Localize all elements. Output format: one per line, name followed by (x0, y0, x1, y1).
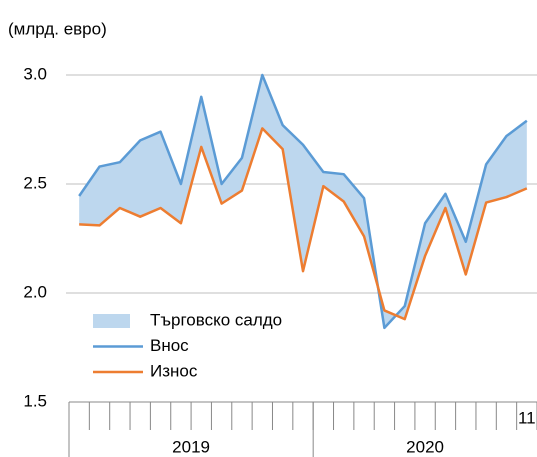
legend-label: Износ (150, 361, 198, 380)
legend-label: Търговско салдо (150, 310, 282, 329)
legend-label: Внос (150, 336, 189, 355)
group-label: 2019 (172, 437, 210, 456)
y-tick-label: 3.0 (23, 64, 47, 83)
line-series (79, 127, 528, 321)
y-tick-label: 1.5 (23, 391, 47, 410)
line-series (78, 73, 528, 330)
y-axis-label: (млрд. евро) (8, 19, 107, 38)
x-tick-label: 11 (518, 408, 536, 427)
legend-swatch (93, 314, 130, 328)
y-tick-label: 2.0 (23, 282, 47, 301)
group-label: 2020 (406, 437, 444, 456)
balance-area (79, 75, 527, 328)
y-tick-label: 2.5 (23, 173, 47, 192)
